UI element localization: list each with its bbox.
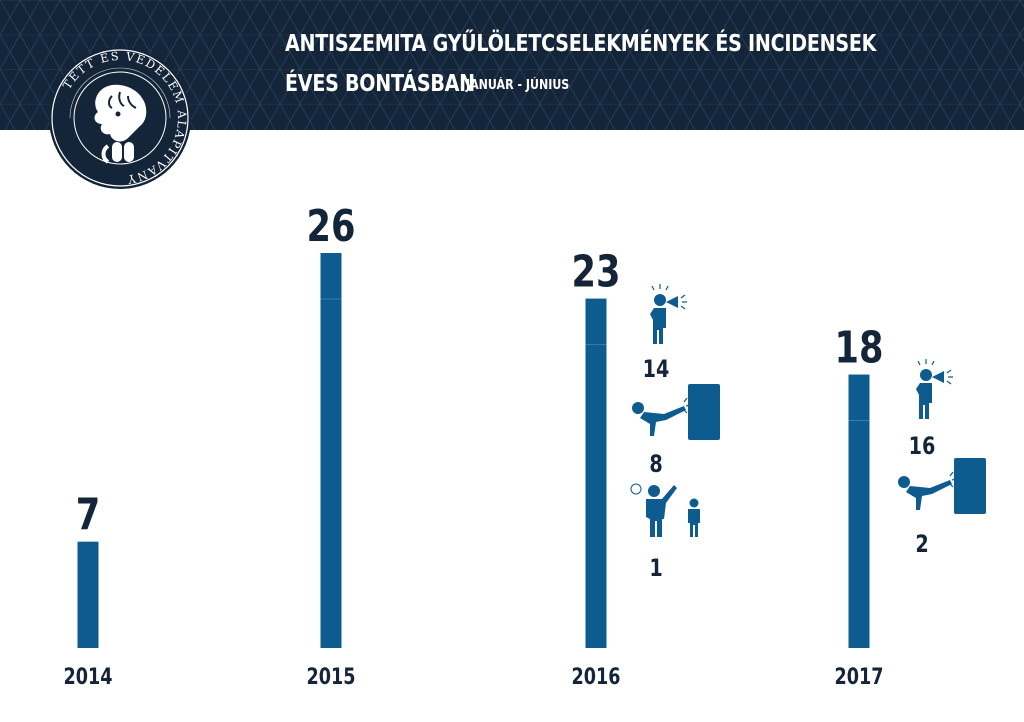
bar-2014 [77, 541, 99, 648]
kicking-person-icon [632, 384, 720, 440]
kicking-person-icon [898, 458, 986, 514]
chart-title-line-2: ÉVES BONTÁSBAN [285, 71, 475, 97]
breakdown-label-2017-0: 16 [909, 433, 936, 461]
breakdown-label-2016-0: 14 [643, 356, 670, 384]
chart-title-line-1: ANTISZEMITA GYŰLÖLETCSELEKMÉNYEK ÉS INCI… [285, 31, 877, 57]
year-label-2015: 2015 [307, 664, 356, 689]
lion-head-with-tablets-icon [94, 84, 147, 164]
breakdown-label-2016-1: 8 [649, 451, 662, 479]
year-label-2016: 2016 [572, 664, 621, 689]
breakdown-label-2017-1: 2 [915, 531, 928, 559]
value-label-2016: 23 [572, 247, 621, 298]
value-label-2015: 26 [307, 201, 356, 252]
foundation-logo: TETT ÉS VÉDELEM ALAPÍTVÁNY [49, 47, 191, 189]
bar-2015 [320, 253, 342, 648]
megaphone-person-icon [916, 359, 953, 419]
value-label-2014: 7 [76, 490, 100, 541]
megaphone-person-icon [650, 284, 687, 344]
year-label-2017: 2017 [835, 664, 884, 689]
bar-2017 [848, 374, 870, 648]
value-label-2017: 18 [835, 323, 884, 374]
breakdown-label-2016-2: 1 [649, 555, 662, 583]
year-label-2014: 2014 [64, 664, 113, 689]
assault-person-icon [630, 483, 700, 537]
bar-2016 [585, 298, 607, 648]
chart-subtitle: JANUÁR - JÚNIUS [466, 78, 570, 93]
